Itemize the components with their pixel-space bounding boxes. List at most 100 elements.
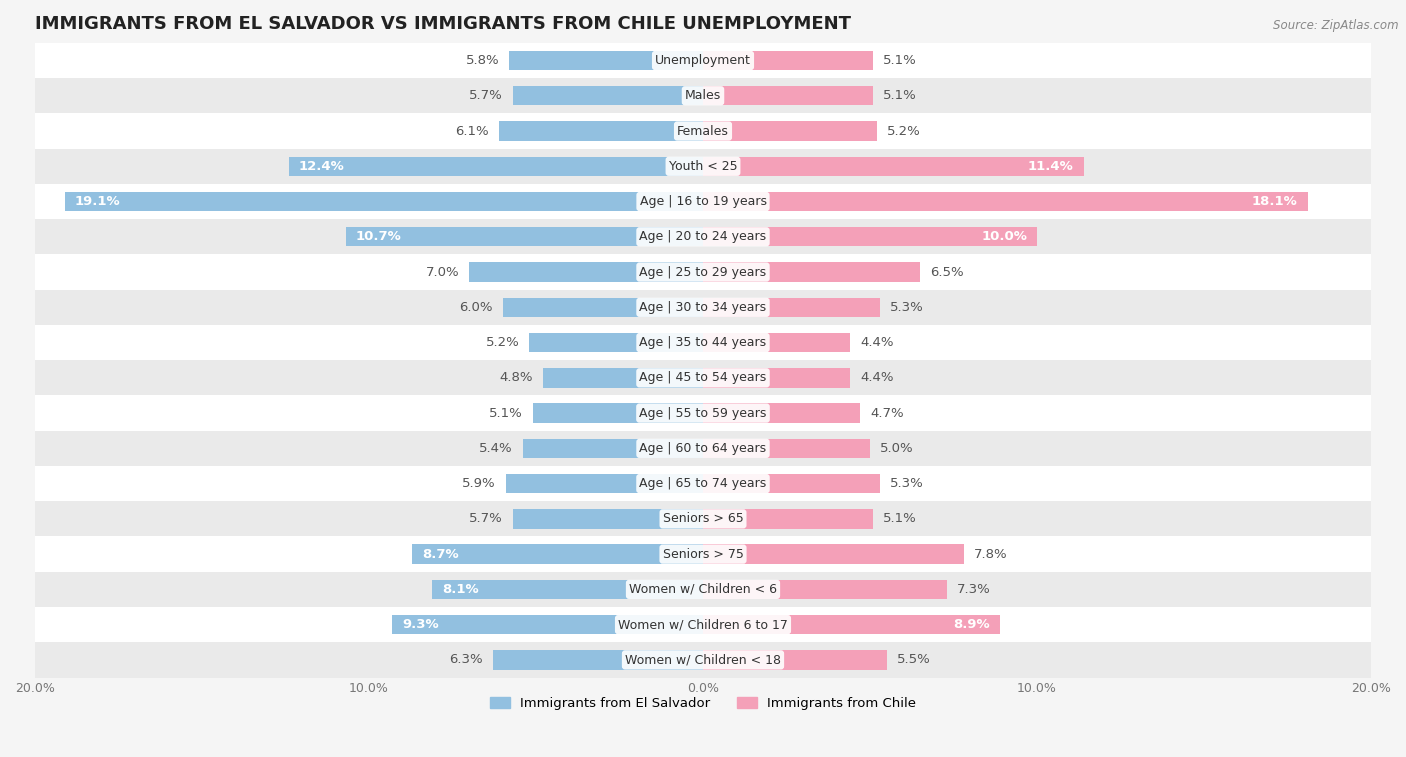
Bar — [523, 438, 703, 458]
Bar — [703, 509, 873, 528]
Text: Age | 35 to 44 years: Age | 35 to 44 years — [640, 336, 766, 349]
Text: 19.1%: 19.1% — [75, 195, 121, 208]
Text: Women w/ Children < 18: Women w/ Children < 18 — [626, 653, 780, 666]
Text: 5.1%: 5.1% — [883, 54, 917, 67]
Text: 5.2%: 5.2% — [887, 125, 921, 138]
Bar — [703, 615, 1000, 634]
Text: Age | 55 to 59 years: Age | 55 to 59 years — [640, 407, 766, 419]
Legend: Immigrants from El Salvador, Immigrants from Chile: Immigrants from El Salvador, Immigrants … — [485, 691, 921, 715]
Bar — [703, 438, 870, 458]
Text: Source: ZipAtlas.com: Source: ZipAtlas.com — [1274, 19, 1399, 32]
Bar — [346, 227, 703, 247]
Bar — [35, 114, 1371, 148]
Text: Unemployment: Unemployment — [655, 54, 751, 67]
Bar — [35, 148, 1371, 184]
Text: Age | 65 to 74 years: Age | 65 to 74 years — [640, 477, 766, 490]
Text: 5.0%: 5.0% — [880, 442, 914, 455]
Bar — [529, 333, 703, 352]
Bar — [35, 642, 1371, 678]
Text: Age | 20 to 24 years: Age | 20 to 24 years — [640, 230, 766, 243]
Text: 8.1%: 8.1% — [443, 583, 479, 596]
Bar — [703, 403, 860, 422]
Bar — [499, 121, 703, 141]
Text: IMMIGRANTS FROM EL SALVADOR VS IMMIGRANTS FROM CHILE UNEMPLOYMENT: IMMIGRANTS FROM EL SALVADOR VS IMMIGRANT… — [35, 15, 851, 33]
Bar — [35, 360, 1371, 395]
Bar — [35, 607, 1371, 642]
Text: 5.3%: 5.3% — [890, 301, 924, 314]
Bar — [35, 43, 1371, 78]
Text: 5.1%: 5.1% — [489, 407, 523, 419]
Bar — [35, 290, 1371, 325]
Text: 5.1%: 5.1% — [883, 512, 917, 525]
Text: 10.0%: 10.0% — [981, 230, 1026, 243]
Bar — [35, 325, 1371, 360]
Text: 7.3%: 7.3% — [957, 583, 991, 596]
Text: Males: Males — [685, 89, 721, 102]
Text: 11.4%: 11.4% — [1028, 160, 1074, 173]
Bar — [703, 474, 880, 494]
Text: 5.9%: 5.9% — [463, 477, 496, 490]
Text: 18.1%: 18.1% — [1251, 195, 1298, 208]
Bar — [703, 157, 1084, 176]
Bar — [703, 298, 880, 317]
Bar — [492, 650, 703, 670]
Text: 5.3%: 5.3% — [890, 477, 924, 490]
Text: 6.1%: 6.1% — [456, 125, 489, 138]
Text: Age | 60 to 64 years: Age | 60 to 64 years — [640, 442, 766, 455]
Bar — [513, 86, 703, 105]
Text: 5.4%: 5.4% — [479, 442, 513, 455]
Text: 4.4%: 4.4% — [860, 336, 893, 349]
Text: Seniors > 75: Seniors > 75 — [662, 547, 744, 561]
Text: Age | 25 to 29 years: Age | 25 to 29 years — [640, 266, 766, 279]
Text: 7.0%: 7.0% — [426, 266, 460, 279]
Bar — [543, 368, 703, 388]
Bar — [35, 184, 1371, 220]
Text: 12.4%: 12.4% — [299, 160, 344, 173]
Bar — [703, 544, 963, 564]
Bar — [703, 86, 873, 105]
Bar — [703, 192, 1308, 211]
Bar — [506, 474, 703, 494]
Bar — [35, 78, 1371, 114]
Bar — [288, 157, 703, 176]
Bar — [703, 580, 946, 599]
Bar — [509, 51, 703, 70]
Text: 5.5%: 5.5% — [897, 653, 931, 666]
Bar — [35, 254, 1371, 290]
Text: 7.8%: 7.8% — [973, 547, 1007, 561]
Bar — [703, 263, 920, 282]
Bar — [35, 220, 1371, 254]
Bar — [35, 431, 1371, 466]
Text: Age | 16 to 19 years: Age | 16 to 19 years — [640, 195, 766, 208]
Bar — [65, 192, 703, 211]
Bar — [35, 501, 1371, 537]
Bar — [502, 298, 703, 317]
Bar — [392, 615, 703, 634]
Bar — [703, 51, 873, 70]
Bar — [513, 509, 703, 528]
Bar — [35, 572, 1371, 607]
Text: 8.7%: 8.7% — [422, 547, 458, 561]
Text: 4.7%: 4.7% — [870, 407, 904, 419]
Text: 5.7%: 5.7% — [468, 89, 502, 102]
Bar — [470, 263, 703, 282]
Text: 6.3%: 6.3% — [449, 653, 482, 666]
Text: 5.2%: 5.2% — [485, 336, 519, 349]
Text: Youth < 25: Youth < 25 — [669, 160, 737, 173]
Bar — [35, 466, 1371, 501]
Text: Age | 30 to 34 years: Age | 30 to 34 years — [640, 301, 766, 314]
Text: 9.3%: 9.3% — [402, 618, 439, 631]
Bar — [703, 368, 851, 388]
Text: 4.4%: 4.4% — [860, 372, 893, 385]
Text: Women w/ Children < 6: Women w/ Children < 6 — [628, 583, 778, 596]
Bar — [703, 650, 887, 670]
Text: Females: Females — [678, 125, 728, 138]
Bar — [433, 580, 703, 599]
Text: 8.9%: 8.9% — [953, 618, 990, 631]
Text: 6.0%: 6.0% — [460, 301, 492, 314]
Bar — [703, 333, 851, 352]
Text: 4.8%: 4.8% — [499, 372, 533, 385]
Bar — [703, 121, 877, 141]
Text: 5.7%: 5.7% — [468, 512, 502, 525]
Bar — [412, 544, 703, 564]
